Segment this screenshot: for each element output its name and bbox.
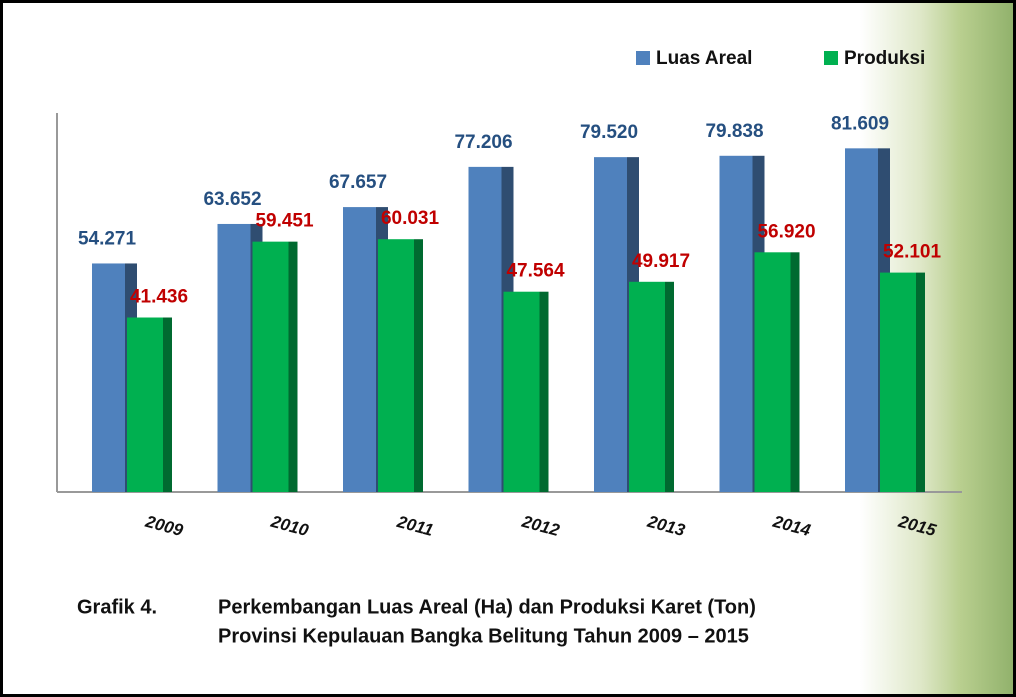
x-tick-label: 2015 [896, 512, 939, 541]
bar [719, 155, 753, 492]
value-label: 59.451 [255, 211, 314, 232]
legend-swatch [824, 51, 838, 65]
bar [754, 252, 791, 492]
bar-side [916, 272, 925, 492]
value-label: 79.838 [705, 121, 763, 142]
bar [217, 223, 251, 493]
value-label: 52.101 [883, 242, 942, 263]
bar [880, 272, 916, 492]
x-tick-label: 2010 [268, 512, 311, 541]
bar-side [414, 239, 423, 492]
bar [252, 241, 289, 492]
legend-swatch [636, 51, 650, 65]
value-label: 41.436 [130, 287, 188, 308]
value-label: 67.657 [329, 172, 387, 193]
bar-side [288, 241, 298, 492]
value-label: 60.031 [381, 208, 440, 229]
value-label: 56.920 [757, 221, 815, 242]
value-label: 54.271 [78, 228, 137, 249]
bar [127, 317, 163, 492]
bar [468, 166, 502, 492]
value-label: 81.609 [831, 113, 889, 134]
bar-side [665, 281, 674, 492]
bar [845, 148, 878, 492]
bar [92, 263, 125, 492]
x-tick-label: 2011 [394, 512, 435, 540]
bar-side [790, 252, 800, 492]
chart-subtitle: Provinsi Kepulauan Bangka Belitung Tahun… [218, 625, 749, 647]
x-tick-label: 2014 [770, 512, 813, 541]
bar-side [539, 291, 549, 492]
figure-label: Grafik 4. [77, 596, 157, 618]
x-tick-label: 2013 [645, 512, 688, 541]
chart-title: Perkembangan Luas Areal (Ha) dan Produks… [218, 596, 756, 618]
value-label: 77.206 [454, 132, 512, 153]
value-label: 63.652 [203, 189, 261, 210]
value-label: 47.564 [506, 261, 565, 282]
legend-label: Produksi [844, 48, 925, 69]
legend-label: Luas Areal [656, 48, 752, 69]
x-tick-label: 2012 [519, 512, 562, 541]
bar-side [163, 317, 172, 492]
value-label: 79.520 [580, 122, 638, 143]
bar [594, 157, 627, 492]
bar [378, 239, 414, 492]
bar [343, 207, 376, 492]
x-tick-label: 2009 [143, 512, 186, 541]
bar [629, 281, 665, 492]
value-label: 49.917 [632, 251, 690, 272]
bar [503, 291, 540, 492]
